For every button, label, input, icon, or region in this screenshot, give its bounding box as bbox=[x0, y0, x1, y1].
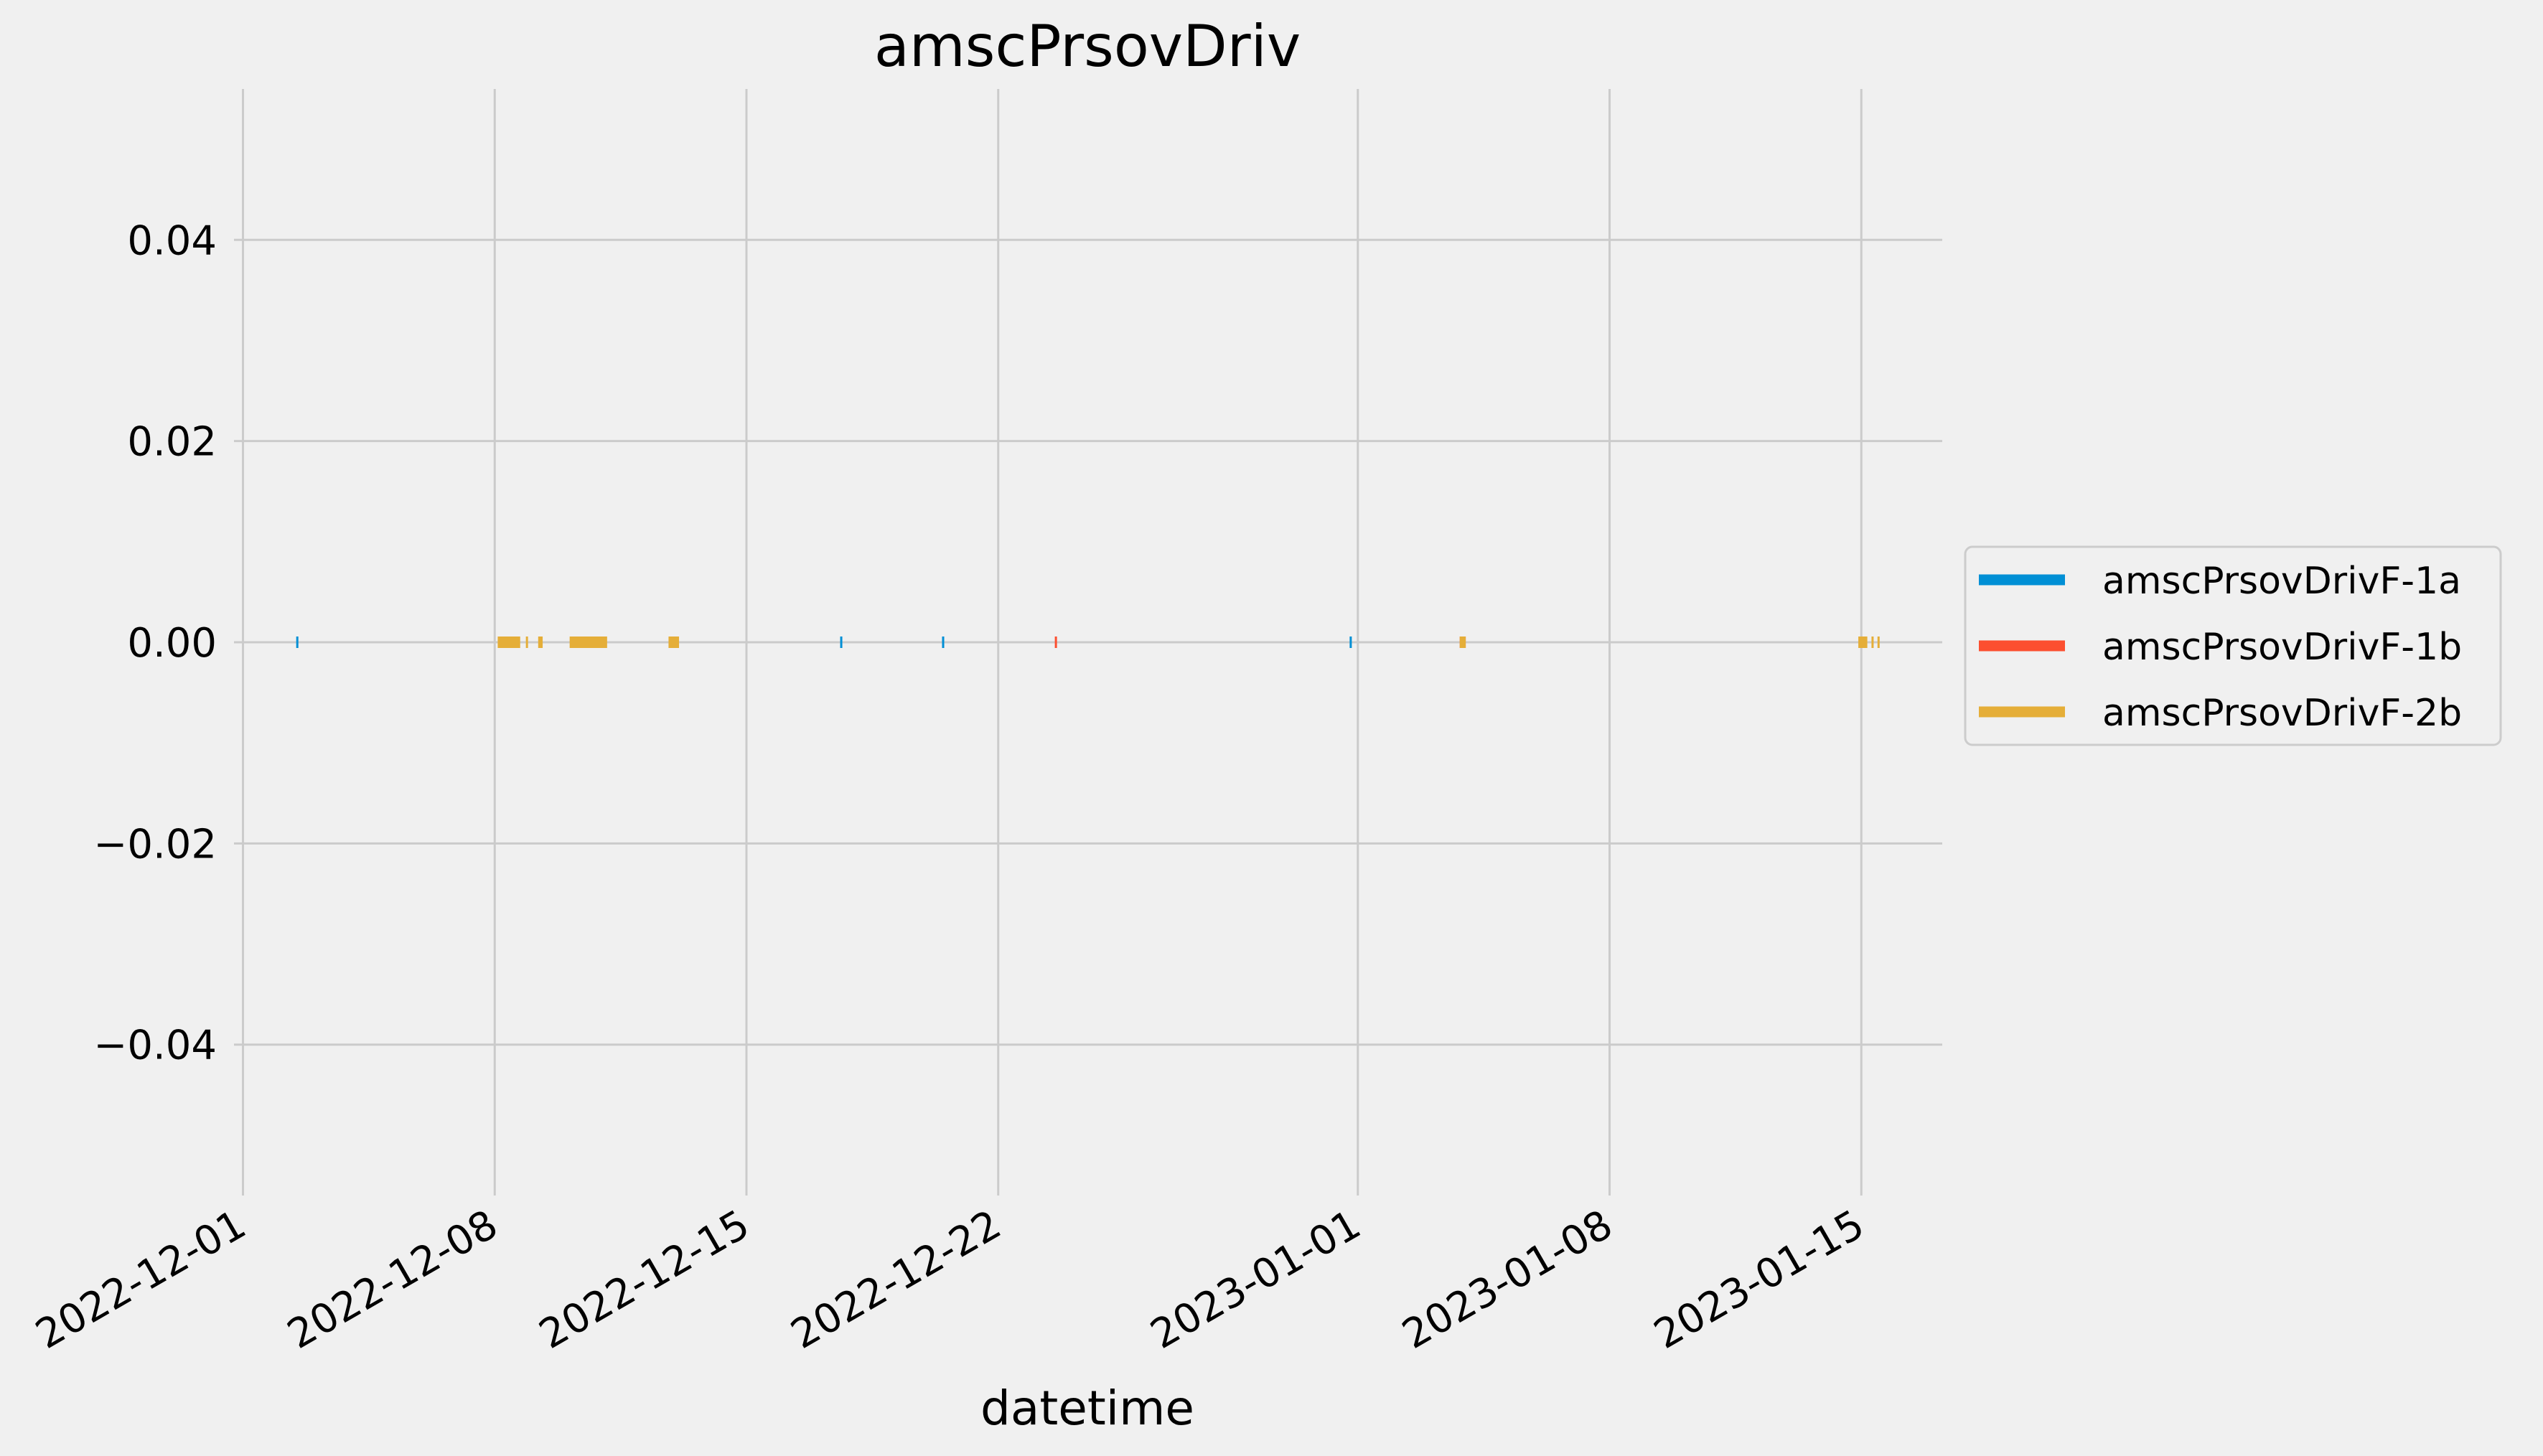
legend-label: amscPrsovDrivF-1b bbox=[2102, 626, 2462, 669]
chart-title: amscPrsovDriv bbox=[874, 13, 1301, 80]
series-segment bbox=[1054, 637, 1057, 648]
series-segment bbox=[1459, 637, 1466, 648]
x-tick-label: 2022-12-01 bbox=[28, 1201, 253, 1358]
series-segment bbox=[1877, 637, 1880, 648]
series-segment bbox=[538, 637, 543, 648]
y-tick-labels: 0.04 0.02 0.00 −0.02 −0.04 bbox=[93, 217, 217, 1068]
y-tick-label: 0.00 bbox=[127, 620, 217, 667]
legend: amscPrsovDrivF-1a amscPrsovDrivF-1b amscPr… bbox=[1964, 545, 2502, 746]
x-tick-label: 2022-12-22 bbox=[783, 1201, 1008, 1358]
x-tick-label: 2022-12-08 bbox=[280, 1201, 505, 1358]
series-group bbox=[296, 637, 1880, 648]
x-tick-label: 2023-01-15 bbox=[1647, 1201, 1872, 1358]
series-segment bbox=[840, 637, 843, 648]
series-segment bbox=[942, 637, 945, 648]
series-segment bbox=[1871, 637, 1874, 648]
y-tick-label: −0.02 bbox=[93, 821, 217, 868]
legend-box bbox=[1964, 545, 2502, 746]
x-tick-label: 2023-01-01 bbox=[1143, 1201, 1368, 1358]
series-segment bbox=[497, 637, 520, 648]
x-axis-label: datetime bbox=[980, 1381, 1194, 1436]
series-amscPrsovDrivF-1a bbox=[296, 637, 1352, 648]
x-tick-label: 2023-01-08 bbox=[1395, 1201, 1620, 1358]
y-tick-label: 0.02 bbox=[127, 419, 217, 466]
series-amscPrsovDrivF-2b bbox=[497, 637, 1880, 648]
series-segment bbox=[1858, 637, 1868, 648]
series-segment bbox=[296, 637, 299, 648]
series-segment bbox=[525, 637, 528, 648]
legend-label: amscPrsovDrivF-1a bbox=[2102, 560, 2461, 603]
series-segment bbox=[1349, 637, 1352, 648]
x-tick-label: 2022-12-15 bbox=[532, 1201, 757, 1358]
legend-label: amscPrsovDrivF-2b bbox=[2102, 692, 2462, 735]
x-tick-labels: 2022-12-01 2022-12-08 2022-12-15 2022-12-22… bbox=[28, 1201, 1872, 1358]
series-segment bbox=[569, 637, 607, 648]
y-tick-label: −0.04 bbox=[93, 1023, 217, 1069]
series-segment bbox=[668, 637, 680, 648]
y-tick-label: 0.04 bbox=[127, 217, 217, 264]
grid-lines bbox=[234, 89, 1942, 1196]
